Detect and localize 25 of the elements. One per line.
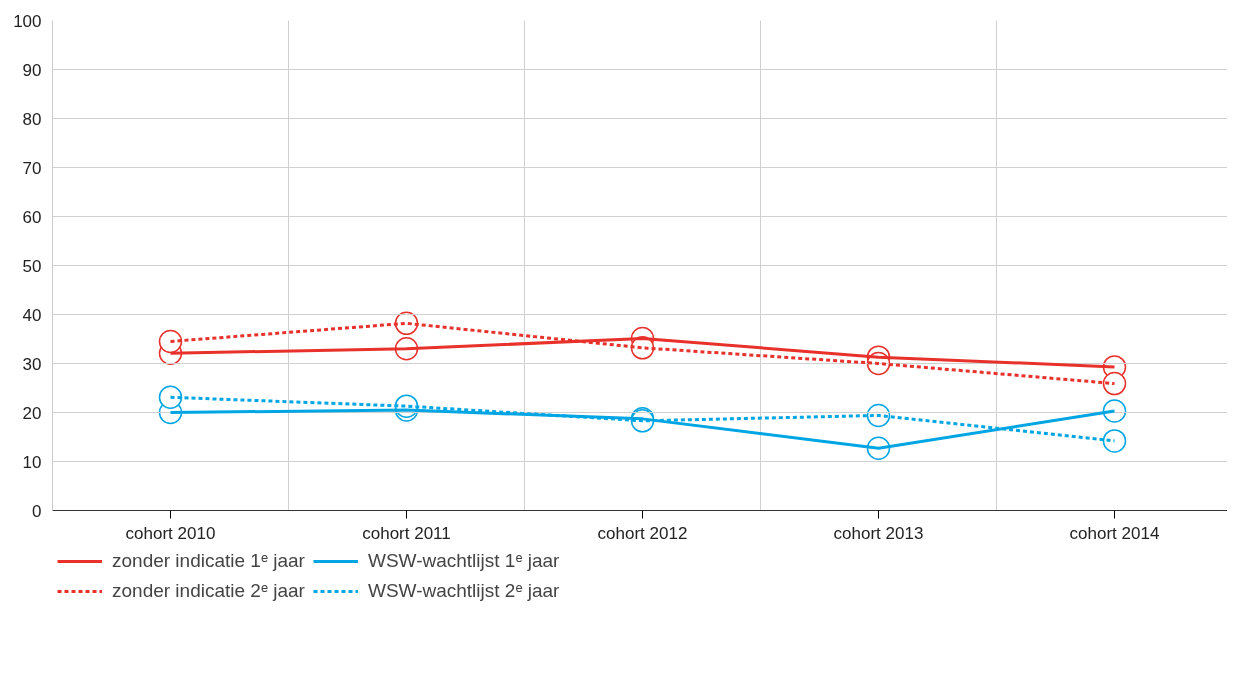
x-tick-label: cohort 2011: [362, 523, 451, 543]
y-tick-label: 70: [22, 158, 42, 178]
x-tick-label: cohort 2014: [1069, 523, 1160, 543]
y-tick-label: 10: [22, 452, 42, 472]
legend-label: WSW-wachtlijst 2ᵉ jaar: [367, 580, 560, 602]
x-tick-label: cohort 2013: [833, 523, 924, 543]
legend-label: zonder indicatie 2ᵉ jaar: [112, 580, 305, 602]
point: [1102, 399, 1127, 423]
legend-label: zonder indicatie 1ᵉ jaar: [112, 550, 305, 572]
point: [158, 329, 183, 354]
y-tick-label: 60: [22, 207, 42, 227]
y-tick-label: 80: [22, 109, 42, 129]
y-tick-label: 30: [22, 354, 42, 374]
y-tick-label: 20: [22, 403, 42, 423]
x-tick-label: cohort 2012: [597, 523, 688, 543]
y-tick-label: 0: [32, 501, 42, 521]
x-tick-label: cohort 2010: [125, 523, 216, 543]
point: [1102, 371, 1127, 396]
point: [158, 385, 183, 410]
point: [1102, 429, 1127, 453]
y-tick-label: 90: [22, 60, 42, 80]
y-tick-label: 100: [13, 11, 42, 31]
y-tick-label: 50: [22, 256, 42, 276]
y-tick-label: 40: [22, 305, 42, 325]
legend-label: WSW-wachtlijst 1ᵉ jaar: [367, 550, 560, 572]
